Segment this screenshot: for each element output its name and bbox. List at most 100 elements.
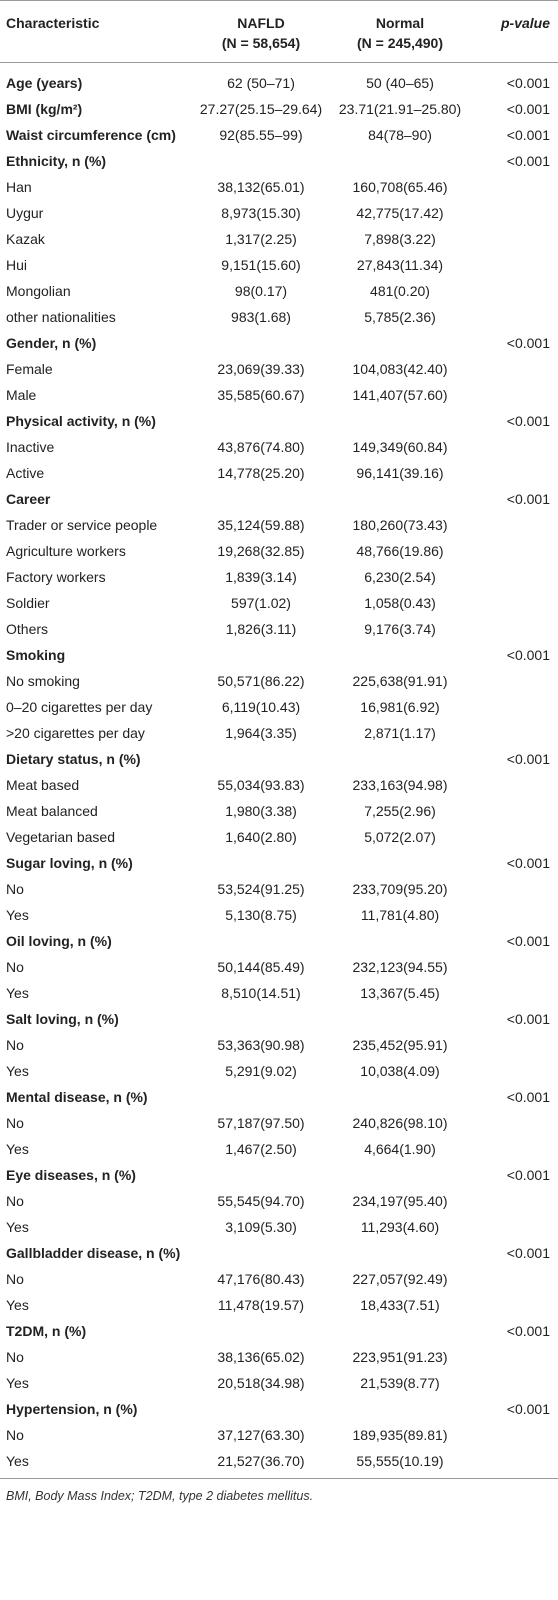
- normal-cell: 18,433(7.51): [360, 1297, 440, 1313]
- row-label: Uygur: [6, 205, 44, 221]
- table-row: BMI (kg/m²) 27.27(25.15–29.64) 23.71(21.91…: [0, 97, 558, 123]
- normal-cell: 189,935(89.81): [352, 1427, 448, 1443]
- p-value-cell: <0.001: [506, 153, 550, 169]
- row-label: Age (years): [6, 75, 83, 91]
- row-label: Factory workers: [6, 569, 106, 585]
- nafld-cell: [192, 331, 330, 357]
- row-label: Mongolian: [6, 283, 71, 299]
- normal-cell: 234,197(95.40): [352, 1193, 448, 1209]
- nafld-cell: 14,778(25.20): [217, 465, 305, 481]
- row-label: Female: [6, 361, 53, 377]
- p-value-cell: <0.001: [506, 1323, 550, 1339]
- table-row: Yes 8,510(14.51) 13,367(5.45): [0, 981, 558, 1007]
- p-value-cell: <0.001: [506, 933, 550, 949]
- nafld-cell: 21,527(36.70): [192, 1448, 330, 1479]
- normal-cell: [330, 331, 470, 357]
- normal-cell: 10,038(4.09): [360, 1063, 440, 1079]
- normal-cell: [330, 1241, 470, 1267]
- row-label: Yes: [6, 1375, 29, 1391]
- p-value-cell: [470, 877, 558, 903]
- table-row: Others 1,826(3.11) 9,176(3.74): [0, 617, 558, 643]
- row-label: T2DM, n (%): [6, 1323, 87, 1339]
- row-label: Dietary status, n (%): [6, 751, 141, 767]
- normal-cell: [330, 929, 470, 955]
- nafld-cell: 1,640(2.80): [225, 829, 297, 845]
- nafld-cell: 35,124(59.88): [217, 517, 305, 533]
- table-row: Mongolian 98(0.17) 481(0.20): [0, 279, 558, 305]
- normal-cell: 84(78–90): [368, 127, 432, 143]
- table-row: Factory workers 1,839(3.14) 6,230(2.54): [0, 565, 558, 591]
- p-value-cell: <0.001: [506, 335, 550, 351]
- table-row: Yes 1,467(2.50) 4,664(1.90): [0, 1137, 558, 1163]
- header-n: (N = 245,490): [357, 35, 443, 51]
- nafld-cell: 27.27(25.15–29.64): [199, 101, 323, 117]
- normal-cell: 481(0.20): [370, 283, 430, 299]
- p-value-cell: [470, 1423, 558, 1449]
- nafld-cell: 47,176(80.43): [217, 1271, 305, 1287]
- table-row: No 57,187(97.50) 240,826(98.10): [0, 1111, 558, 1137]
- p-value-cell: [470, 981, 558, 1007]
- table-row: Inactive 43,876(74.80) 149,349(60.84): [0, 435, 558, 461]
- p-value-cell: <0.001: [506, 1089, 550, 1105]
- nafld-cell: [192, 929, 330, 955]
- table-row: Yes 11,478(19.57) 18,433(7.51): [0, 1293, 558, 1319]
- nafld-cell: [192, 1085, 330, 1111]
- table-row: No 55,545(94.70) 234,197(95.40): [0, 1189, 558, 1215]
- row-label: Soldier: [6, 595, 50, 611]
- table-row: Soldier 597(1.02) 1,058(0.43): [0, 591, 558, 617]
- normal-cell: [330, 409, 470, 435]
- p-value-cell: <0.001: [506, 1011, 550, 1027]
- nafld-cell: 3,109(5.30): [225, 1219, 297, 1235]
- normal-cell: 5,785(2.36): [364, 309, 436, 325]
- p-value-cell: [470, 695, 558, 721]
- p-value-cell: [470, 175, 558, 201]
- nafld-cell: 8,510(14.51): [221, 985, 301, 1001]
- nafld-cell: 53,524(91.25): [217, 881, 305, 897]
- nafld-cell: 35,585(60.67): [217, 387, 305, 403]
- table-wrap: Characteristic NAFLD (N = 58,654) Normal (…: [0, 0, 558, 1503]
- table-row: Kazak 1,317(2.25) 7,898(3.22): [0, 227, 558, 253]
- normal-cell: 227,057(92.49): [352, 1271, 448, 1287]
- row-label: No: [6, 1193, 24, 1209]
- table-row: Dietary status, n (%) <0.001: [0, 747, 558, 773]
- row-label: Yes: [6, 1219, 29, 1235]
- nafld-cell: [192, 1397, 330, 1423]
- row-label: Yes: [6, 985, 29, 1001]
- table-row: Meat balanced 1,980(3.38) 7,255(2.96): [0, 799, 558, 825]
- header-text: Normal: [375, 15, 425, 31]
- nafld-cell: 1,980(3.38): [225, 803, 297, 819]
- row-label: Yes: [6, 1063, 29, 1079]
- p-value-cell: [470, 955, 558, 981]
- p-value-cell: [470, 1189, 558, 1215]
- p-value-cell: [470, 279, 558, 305]
- row-label: No smoking: [6, 673, 80, 689]
- header-text: Characteristic: [6, 15, 100, 31]
- normal-cell: 2,871(1.17): [364, 725, 436, 741]
- p-value-cell: <0.001: [506, 491, 550, 507]
- table-row: No 37,127(63.30) 189,935(89.81): [0, 1423, 558, 1449]
- p-value-cell: [470, 591, 558, 617]
- normal-cell: 235,452(95.91): [352, 1037, 448, 1053]
- table-row: No 47,176(80.43) 227,057(92.49): [0, 1267, 558, 1293]
- table-row: Meat based 55,034(93.83) 233,163(94.98): [0, 773, 558, 799]
- p-value-cell: <0.001: [506, 101, 550, 117]
- normal-cell: [330, 747, 470, 773]
- table-row: No 53,363(90.98) 235,452(95.91): [0, 1033, 558, 1059]
- table-row: No 53,524(91.25) 233,709(95.20): [0, 877, 558, 903]
- nafld-cell: [192, 149, 330, 175]
- data-table: Characteristic NAFLD (N = 58,654) Normal (…: [0, 0, 558, 1479]
- p-value-cell: <0.001: [506, 1167, 550, 1183]
- nafld-cell: 57,187(97.50): [217, 1115, 305, 1131]
- normal-cell: 55,555(10.19): [330, 1448, 470, 1479]
- row-label: Waist circumference (cm): [6, 127, 176, 143]
- row-label: Male: [6, 387, 37, 403]
- p-value-cell: [470, 383, 558, 409]
- header-cell: Characteristic: [0, 0, 192, 63]
- normal-cell: 11,781(4.80): [360, 907, 440, 923]
- nafld-cell: 1,467(2.50): [225, 1141, 297, 1157]
- nafld-cell: [192, 1241, 330, 1267]
- row-label: Eye diseases, n (%): [6, 1167, 136, 1183]
- row-label: other nationalities: [6, 309, 116, 325]
- table-head: Characteristic NAFLD (N = 58,654) Normal (…: [0, 0, 558, 63]
